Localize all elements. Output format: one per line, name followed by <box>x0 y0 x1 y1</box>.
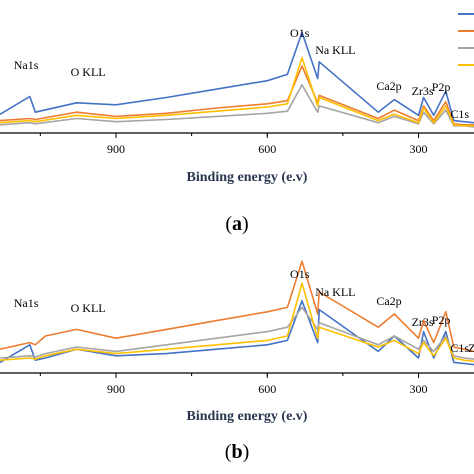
x-axis-label: Binding energy (e.v) <box>187 170 308 185</box>
x-tick-label: 900 <box>107 382 125 396</box>
panel-label: (a) <box>225 213 248 235</box>
peak-label: O KLL <box>71 301 106 315</box>
series-line-3 <box>0 306 474 360</box>
series-line-4 <box>0 56 474 127</box>
peak-label: Na KLL <box>315 285 355 299</box>
x-tick-label: 300 <box>410 142 428 156</box>
peak-label: Z <box>468 341 474 355</box>
peak-label: C1s <box>450 341 469 355</box>
peak-label: Na KLL <box>315 43 355 57</box>
series-line-4 <box>0 282 474 363</box>
panel-label: (b) <box>225 441 249 463</box>
x-tick-label: 300 <box>410 382 428 396</box>
series-line-1 <box>0 31 474 124</box>
peak-label: Ca2p <box>376 294 401 308</box>
peak-label: P2p <box>432 80 451 94</box>
peak-label: O KLL <box>71 65 106 79</box>
peak-label: C1s <box>450 107 469 121</box>
x-axis-label: Binding energy (e.v) <box>187 409 308 424</box>
peak-label: Zr3s <box>412 84 434 98</box>
peak-label: Na1s <box>14 58 39 72</box>
peak-label: P2p <box>432 313 451 327</box>
peak-label: Ca2p <box>376 79 401 93</box>
peak-label: O1s <box>290 267 310 281</box>
x-tick-label: 600 <box>258 142 276 156</box>
peak-label: Na1s <box>14 296 39 310</box>
peak-label: Zr3s <box>412 315 434 329</box>
x-tick-label: 900 <box>107 142 125 156</box>
peak-label: O1s <box>290 26 310 40</box>
series-line-3 <box>0 84 474 128</box>
x-tick-label: 600 <box>258 382 276 396</box>
series-line-1 <box>0 260 474 353</box>
